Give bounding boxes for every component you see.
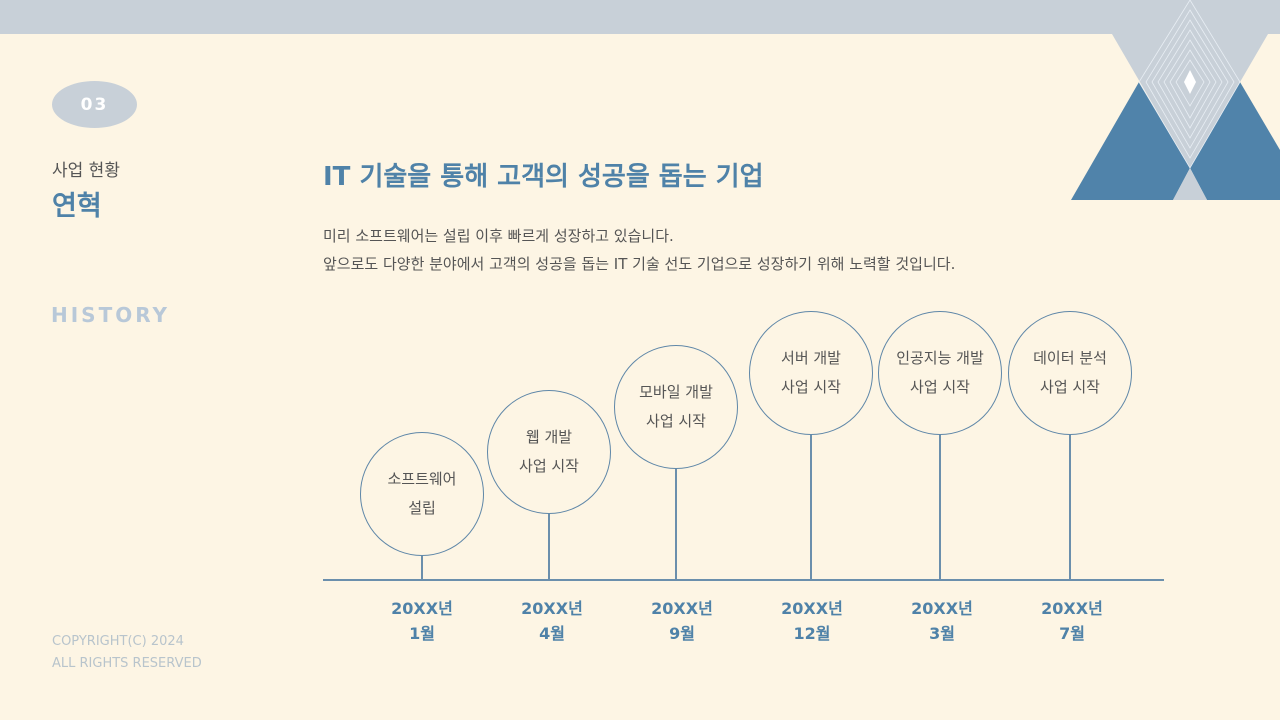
event-line: 인공지능 개발	[896, 349, 984, 367]
timeline-stem	[939, 435, 941, 580]
english-label: HISTORY	[51, 303, 171, 327]
timeline-date: 20XX년 9월	[622, 596, 742, 646]
timeline-date: 20XX년 3월	[882, 596, 1002, 646]
section-subtitle: 사업 현황	[52, 161, 120, 181]
section-title: 연혁	[52, 191, 102, 222]
rights-reserved: ALL RIGHTS RESERVED	[52, 656, 202, 671]
timeline-event: 모바일 개발 사업 시작	[614, 345, 738, 469]
timeline-event: 인공지능 개발 사업 시작	[878, 311, 1002, 435]
timeline-date: 20XX년 7월	[1012, 596, 1132, 646]
timeline-date: 20XX년 1월	[362, 596, 482, 646]
timeline-stem	[421, 556, 423, 580]
event-line: 데이터 분석	[1033, 349, 1107, 367]
date-year: 20XX년	[521, 599, 583, 618]
timeline-stem	[675, 469, 677, 580]
description-line: 미리 소프트웨어는 설립 이후 빠르게 성장하고 있습니다.	[323, 227, 674, 245]
date-month: 4월	[539, 624, 565, 643]
event-line: 사업 시작	[519, 457, 579, 475]
page-title: IT 기술을 통해 고객의 성공을 돕는 기업	[323, 162, 764, 192]
date-month: 7월	[1059, 624, 1085, 643]
timeline-event: 데이터 분석 사업 시작	[1008, 311, 1132, 435]
date-month: 1월	[409, 624, 435, 643]
event-line: 사업 시작	[646, 412, 706, 430]
timeline-stem	[1069, 435, 1071, 580]
event-line: 사업 시작	[781, 378, 841, 396]
date-month: 12월	[793, 624, 831, 643]
event-line: 서버 개발	[781, 349, 841, 367]
date-year: 20XX년	[1041, 599, 1103, 618]
timeline-date: 20XX년 12월	[752, 596, 872, 646]
date-year: 20XX년	[651, 599, 713, 618]
date-month: 9월	[669, 624, 695, 643]
event-line: 사업 시작	[1040, 378, 1100, 396]
date-year: 20XX년	[391, 599, 453, 618]
timeline-event: 소프트웨어 설립	[360, 432, 484, 556]
geometric-decoration	[1071, 0, 1280, 200]
copyright: COPYRIGHT(C) 2024	[52, 634, 184, 649]
timeline-stem	[548, 514, 550, 580]
date-year: 20XX년	[911, 599, 973, 618]
timeline-stem	[810, 435, 812, 580]
top-bar	[0, 0, 1280, 34]
event-line: 사업 시작	[910, 378, 970, 396]
event-line: 모바일 개발	[639, 383, 713, 401]
timeline-date: 20XX년 4월	[492, 596, 612, 646]
timeline-event: 서버 개발 사업 시작	[749, 311, 873, 435]
event-line: 설립	[408, 499, 436, 517]
timeline-axis	[323, 579, 1164, 581]
description: 미리 소프트웨어는 설립 이후 빠르게 성장하고 있습니다. 앞으로도 다양한 …	[323, 222, 955, 278]
event-line: 웹 개발	[525, 428, 573, 446]
date-year: 20XX년	[781, 599, 843, 618]
timeline-event: 웹 개발 사업 시작	[487, 390, 611, 514]
section-number-badge: 03	[52, 81, 137, 128]
description-line: 앞으로도 다양한 분야에서 고객의 성공을 돕는 IT 기술 선도 기업으로 성…	[323, 255, 956, 273]
date-month: 3월	[929, 624, 955, 643]
event-line: 소프트웨어	[387, 470, 457, 488]
